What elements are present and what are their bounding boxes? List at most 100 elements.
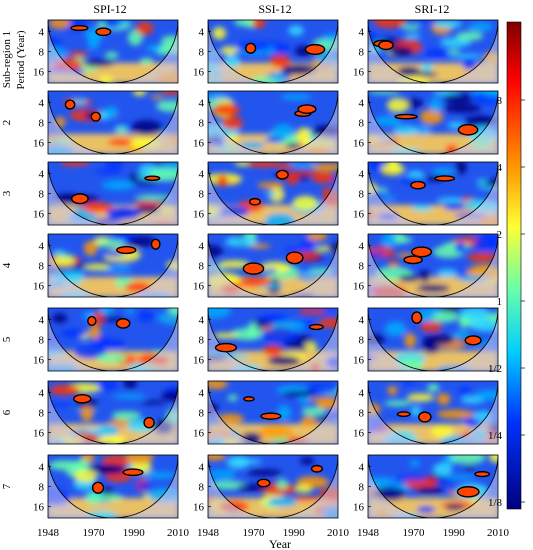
- y-axis-label: Period (Year): [15, 30, 27, 89]
- wavelet-panel: 4 8 16: [193, 380, 339, 445]
- y-tick-label: 8: [359, 408, 365, 420]
- wavelet-panel: 4 8 16: [193, 161, 339, 226]
- y-tick-label: 4: [39, 240, 45, 252]
- y-tick-label: 8: [39, 482, 45, 494]
- significance-contour: [242, 262, 265, 275]
- significance-contour: [285, 251, 304, 265]
- y-tick-label: 4: [199, 314, 205, 326]
- significance-contour: [243, 396, 255, 402]
- y-tick-label: 16: [193, 428, 205, 440]
- significance-contour: [411, 246, 433, 258]
- y-tick-label: 16: [353, 355, 365, 367]
- row-label: 2: [1, 120, 13, 126]
- x-axes: 1948 1970 1990 2010 1948 1970 1990 2010 1948 1970…: [37, 527, 510, 539]
- significance-contour: [116, 245, 137, 255]
- cone-of-influence: [368, 381, 498, 444]
- cone-of-influence: [368, 455, 498, 518]
- significance-contour: [308, 323, 324, 331]
- cone-of-influence: [48, 234, 178, 297]
- significance-contour: [122, 468, 144, 477]
- y-tick-label: 16: [33, 138, 45, 150]
- colorbar-tick-label: 2: [497, 229, 503, 241]
- cone-of-influence: [208, 20, 338, 83]
- y-tick-label: 4: [359, 240, 365, 252]
- y-tick-label: 4: [199, 461, 205, 473]
- y-tick-label: 8: [199, 261, 205, 273]
- significance-contour: [95, 27, 112, 37]
- significance-contour: [297, 104, 317, 114]
- x-tick-label: 2010: [167, 527, 190, 539]
- cone-of-influence: [208, 455, 338, 518]
- y-tick-label: 8: [39, 47, 45, 59]
- significance-contour: [150, 238, 161, 250]
- significance-contour: [410, 180, 426, 190]
- y-tick-label: 4: [39, 97, 45, 109]
- significance-contour: [310, 464, 324, 473]
- y-tick-label: 8: [359, 189, 365, 201]
- y-tick-label: 8: [199, 482, 205, 494]
- y-tick-label: 4: [39, 387, 45, 399]
- wavelet-panel: 4 8 16: [353, 307, 499, 372]
- wavelet-panel: 4 8 16: [193, 19, 339, 84]
- y-tick-label: 4: [199, 387, 205, 399]
- y-tick-label: 4: [359, 461, 365, 473]
- wavelet-panel: 4 8 16: [193, 233, 339, 298]
- colorbar-gradient: [506, 21, 522, 510]
- row-label: 3: [1, 190, 13, 196]
- row-label: 4: [1, 262, 13, 268]
- y-tick-label: 8: [39, 261, 45, 273]
- y-tick-label: 8: [359, 482, 365, 494]
- wavelet-panel: 4 8 16: [353, 233, 499, 298]
- wavelet-panel: 4 8 16: [33, 19, 179, 84]
- y-tick-label: 4: [199, 240, 205, 252]
- cone-of-influence: [208, 234, 338, 297]
- y-tick-label: 16: [353, 138, 365, 150]
- cone-of-influence: [368, 234, 498, 297]
- y-tick-label: 4: [39, 314, 45, 326]
- colorbar: 8 4 2 1 1/2 1/4 1/8: [488, 21, 525, 510]
- y-tick-label: 16: [193, 502, 205, 514]
- significance-contour: [71, 193, 89, 205]
- significance-contour: [248, 197, 262, 206]
- y-tick-label: 8: [359, 118, 365, 130]
- y-tick-label: 16: [353, 209, 365, 221]
- y-tick-label: 16: [353, 67, 365, 79]
- x-axis-label: Year: [269, 537, 291, 550]
- y-tick-label: 4: [359, 314, 365, 326]
- significance-contour: [214, 342, 238, 353]
- x-tick-label: 1990: [123, 527, 146, 539]
- cone-of-influence: [208, 381, 338, 444]
- y-tick-label: 4: [359, 97, 365, 109]
- cone-of-influence: [368, 91, 498, 154]
- colorbar-tick-label: 1/2: [488, 363, 502, 375]
- y-tick-label: 16: [193, 138, 205, 150]
- y-tick-label: 4: [359, 387, 365, 399]
- wavelet-panel: 4 8 16: [353, 90, 499, 155]
- significance-contour: [456, 486, 480, 498]
- y-tick-label: 4: [199, 168, 205, 180]
- colorbar-tick-label: 8: [497, 95, 503, 107]
- cone-of-influence: [208, 162, 338, 225]
- significance-contour: [457, 124, 479, 136]
- x-tick-label: 1948: [357, 527, 380, 539]
- x-tick-label: 2010: [487, 527, 510, 539]
- y-tick-label: 16: [353, 428, 365, 440]
- significance-contour: [275, 169, 289, 180]
- significance-contour: [411, 311, 423, 324]
- significance-contour: [403, 255, 423, 265]
- x-tick-label: 1948: [197, 527, 220, 539]
- wavelet-panel: 4 8 16: [33, 380, 179, 445]
- colorbar-tick-label: 1/4: [488, 430, 503, 442]
- y-tick-label: 16: [193, 67, 205, 79]
- wavelet-panel: 4 8 16: [33, 161, 179, 226]
- wavelet-panel: 4 8 16: [33, 307, 179, 372]
- y-tick-label: 16: [193, 355, 205, 367]
- y-tick-label: 4: [359, 26, 365, 38]
- y-tick-label: 16: [33, 502, 45, 514]
- y-tick-label: 16: [33, 209, 45, 221]
- y-tick-label: 16: [353, 281, 365, 293]
- significance-contour: [256, 478, 271, 488]
- y-tick-label: 4: [39, 168, 45, 180]
- y-tick-label: 8: [199, 47, 205, 59]
